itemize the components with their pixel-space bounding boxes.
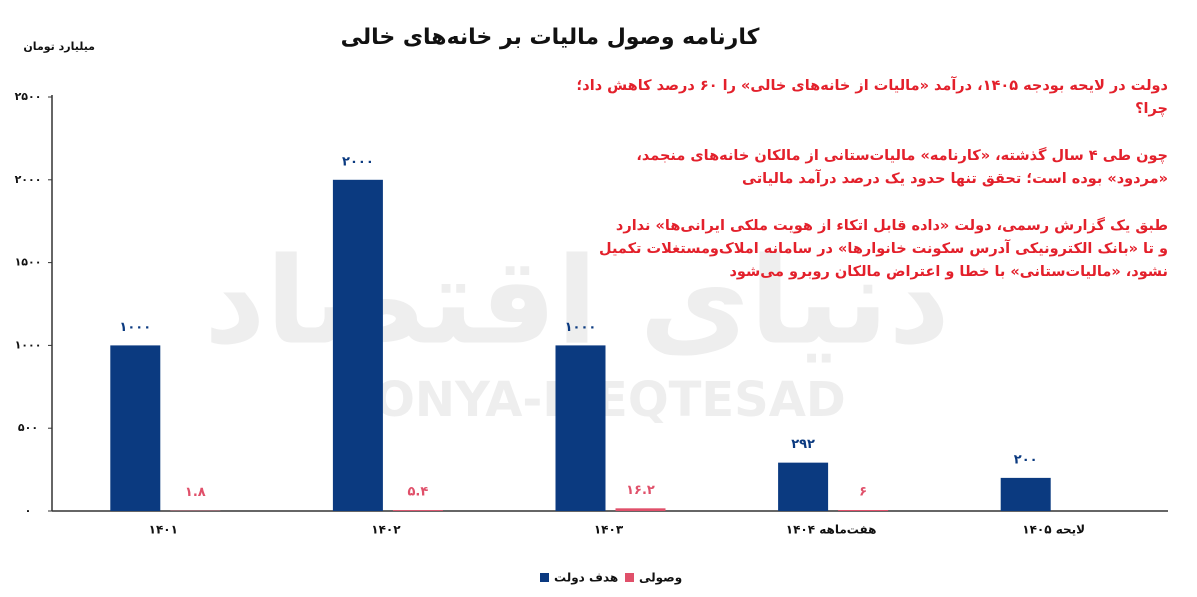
value-label: ۶ bbox=[859, 485, 867, 500]
value-label: ۱.۸ bbox=[185, 485, 206, 500]
x-tick-label: ۱۴۰۱ bbox=[149, 523, 178, 537]
value-label: ۲۰۰ bbox=[1014, 452, 1038, 467]
legend-label: وصولی bbox=[639, 571, 682, 586]
annotation: چون طی ۴ سال گذشته، «کارنامه» مالیات‌ستا… bbox=[636, 146, 1168, 164]
bar bbox=[392, 510, 443, 511]
bar bbox=[838, 510, 889, 511]
y-tick-label: ۱۰۰۰ bbox=[15, 338, 42, 351]
y-tick-label: ۱۵۰۰ bbox=[15, 256, 42, 269]
annotation: و تا «بانک الکترونیکی آدرس سکونت خانواره… bbox=[599, 239, 1168, 257]
y-tick-label: ۰ bbox=[25, 504, 32, 517]
bar bbox=[555, 345, 606, 511]
legend-swatch bbox=[625, 573, 634, 582]
y-tick-label: ۲۰۰۰ bbox=[15, 173, 42, 186]
bar bbox=[778, 462, 829, 511]
bar bbox=[110, 345, 161, 511]
x-tick-label: ۱۴۰۲ bbox=[371, 523, 401, 537]
bar bbox=[615, 508, 666, 511]
y-tick-label: ۲۵۰۰ bbox=[15, 90, 42, 103]
bar bbox=[1000, 477, 1051, 511]
x-tick-label: ۱۴۰۳ bbox=[594, 523, 624, 537]
chart-title: کارنامه وصول مالیات بر خانه‌های خالی bbox=[341, 25, 760, 50]
x-tick-label: هفت‌ماهه ۱۴۰۴ bbox=[786, 523, 877, 537]
annotation: نشود، «مالیات‌ستانی» با خطا و اعتراض مال… bbox=[729, 264, 1168, 280]
y-tick-label: ۵۰۰ bbox=[18, 421, 38, 434]
annotation: طبق یک گزارش رسمی، دولت «داده قابل اتکاء… bbox=[616, 216, 1168, 234]
annotation: چرا؟ bbox=[1135, 101, 1168, 117]
y-axis-label: میلیارد تومان bbox=[23, 40, 95, 53]
value-label: ۵.۴ bbox=[407, 485, 428, 500]
legend-swatch bbox=[540, 573, 549, 582]
x-tick-label: لایحه ۱۴۰۵ bbox=[1022, 523, 1085, 537]
value-label: ۱۶.۲ bbox=[626, 483, 655, 498]
value-label: ۱۰۰۰ bbox=[565, 320, 597, 335]
value-label: ۲۹۲ bbox=[791, 437, 815, 452]
legend-label: هدف دولت bbox=[554, 571, 618, 586]
bar bbox=[332, 179, 383, 512]
annotation: دولت در لایحه بودجه ۱۴۰۵، درآمد «مالیات … bbox=[576, 76, 1168, 94]
value-label: ۲۰۰۰ bbox=[342, 154, 374, 169]
annotation: «مردود» بوده است؛ تحقق تنها حدود یک درصد… bbox=[742, 169, 1168, 187]
value-label: ۱۰۰۰ bbox=[119, 320, 151, 335]
